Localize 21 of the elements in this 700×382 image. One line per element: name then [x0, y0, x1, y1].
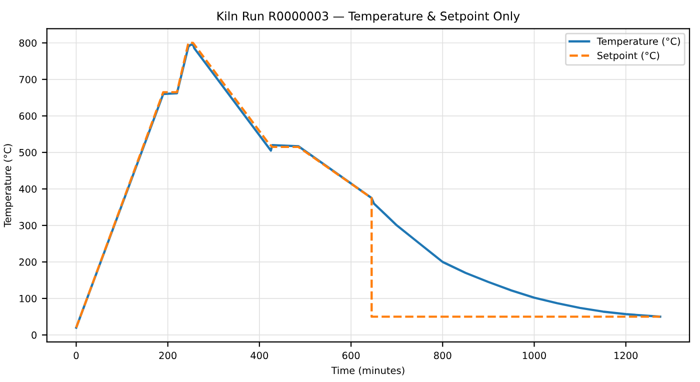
- x-tick-label: 400: [250, 352, 268, 360]
- y-tick-label: 800: [19, 39, 37, 47]
- x-tick-label: 0: [74, 352, 79, 360]
- y-tick-label: 100: [20, 294, 37, 302]
- x-tick-label: 800: [434, 352, 452, 360]
- y-tick-label: 0: [32, 331, 37, 339]
- y-tick-label: 700: [19, 76, 37, 84]
- chart-title: Kiln Run R0000003 — Temperature & Setpoint Only: [217, 11, 520, 23]
- y-tick-label: 600: [19, 112, 37, 120]
- y-tick-label: 500: [19, 148, 37, 156]
- y-axis-title: Temperature (°C): [4, 144, 14, 228]
- x-tick-label: 600: [342, 352, 360, 360]
- y-tick-label: 200: [19, 258, 37, 266]
- x-tick-label: 1200: [614, 352, 638, 360]
- x-tick-label: 200: [159, 352, 176, 360]
- x-axis-title: Time (minutes): [331, 366, 404, 376]
- x-tick-label: 1000: [522, 352, 546, 360]
- y-tick-label: 300: [19, 222, 37, 230]
- legend-label: Temperature (°C): [596, 37, 680, 47]
- legend-label: Setpoint (°C): [597, 52, 660, 62]
- y-tick-label: 400: [19, 185, 37, 193]
